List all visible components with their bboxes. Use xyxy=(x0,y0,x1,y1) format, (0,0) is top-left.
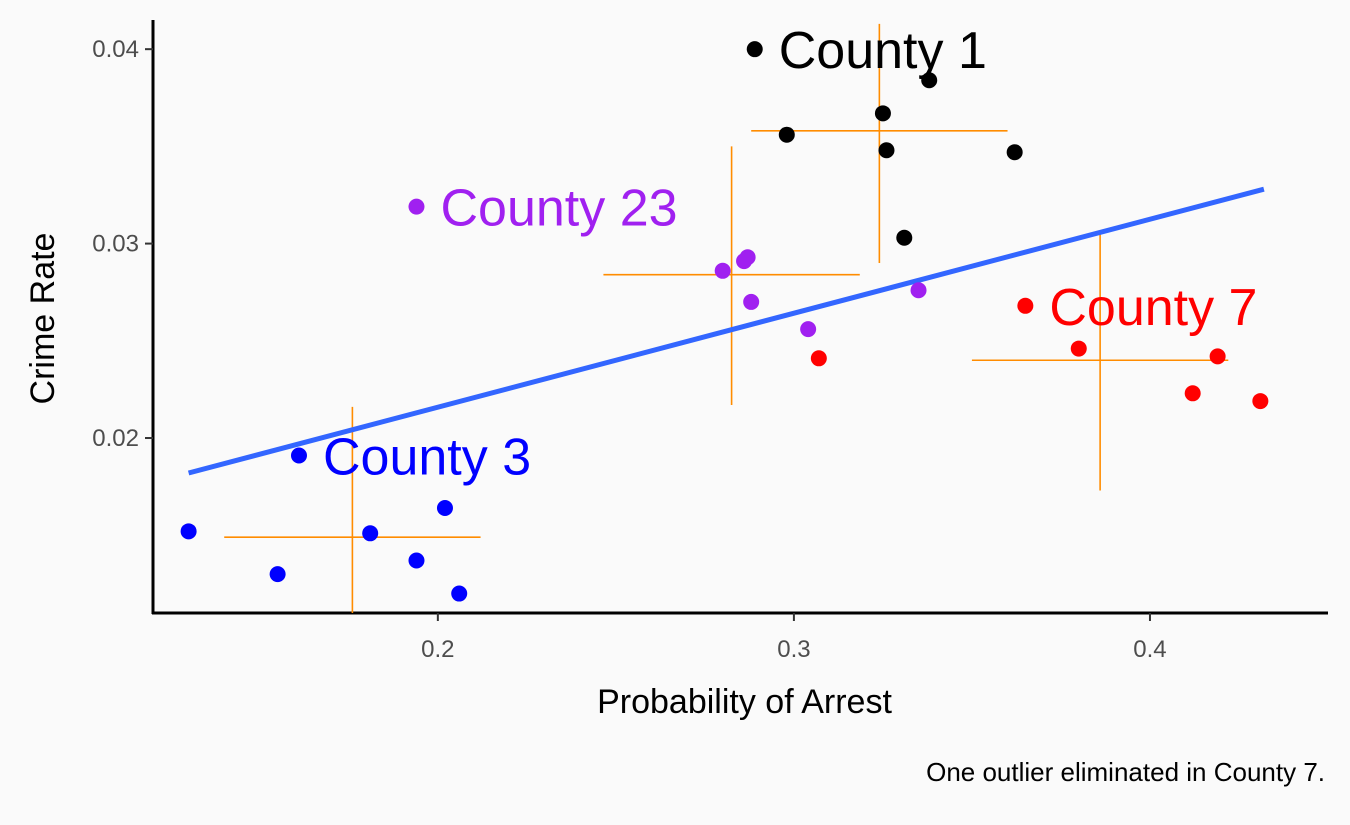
trend-line xyxy=(187,186,1265,476)
county-1-label: County 1 xyxy=(779,22,987,80)
county-1-point xyxy=(878,142,895,159)
x-tick-label: 0.4 xyxy=(1133,636,1166,663)
county-23-point xyxy=(910,282,927,299)
county-23-point xyxy=(800,321,817,338)
county-23-point xyxy=(743,293,760,310)
county-3-label: County 3 xyxy=(323,429,531,487)
county-3-point xyxy=(269,566,286,583)
county-7-point xyxy=(1209,348,1226,365)
y-tick-label: 0.02 xyxy=(92,425,139,452)
county-7-point xyxy=(1252,393,1269,410)
county-1-point xyxy=(874,105,891,122)
county-1-point xyxy=(921,72,938,89)
county-7-label: County 7 xyxy=(1049,279,1257,337)
county-3-point xyxy=(408,552,425,569)
county-1-point xyxy=(1006,144,1023,161)
county-1-point xyxy=(896,229,913,246)
x-axis-title: Probability of Arrest xyxy=(597,683,892,721)
county-3-point xyxy=(362,525,379,542)
county-23-point xyxy=(739,249,756,266)
caption: One outlier eliminated in County 7. xyxy=(926,757,1325,787)
county-3-point xyxy=(436,500,453,517)
x-tick-label: 0.3 xyxy=(777,636,810,663)
county-7-point xyxy=(1017,297,1034,314)
x-tick-label: 0.2 xyxy=(421,636,454,663)
county-23-point xyxy=(714,262,731,279)
county-7-point xyxy=(1070,340,1087,357)
county-7-point xyxy=(1184,385,1201,402)
y-axis-title: Crime Rate xyxy=(24,233,62,405)
county-3-point xyxy=(180,523,197,540)
y-tick-label: 0.04 xyxy=(92,36,139,63)
county-1-point xyxy=(778,126,795,143)
county-23-point xyxy=(408,198,425,215)
y-tick-label: 0.03 xyxy=(92,231,139,258)
county-1-point xyxy=(746,41,763,58)
county-23-label: County 23 xyxy=(440,180,677,238)
county-3-point xyxy=(290,447,307,464)
county-3-point xyxy=(451,585,468,602)
county-7-point xyxy=(810,350,827,367)
